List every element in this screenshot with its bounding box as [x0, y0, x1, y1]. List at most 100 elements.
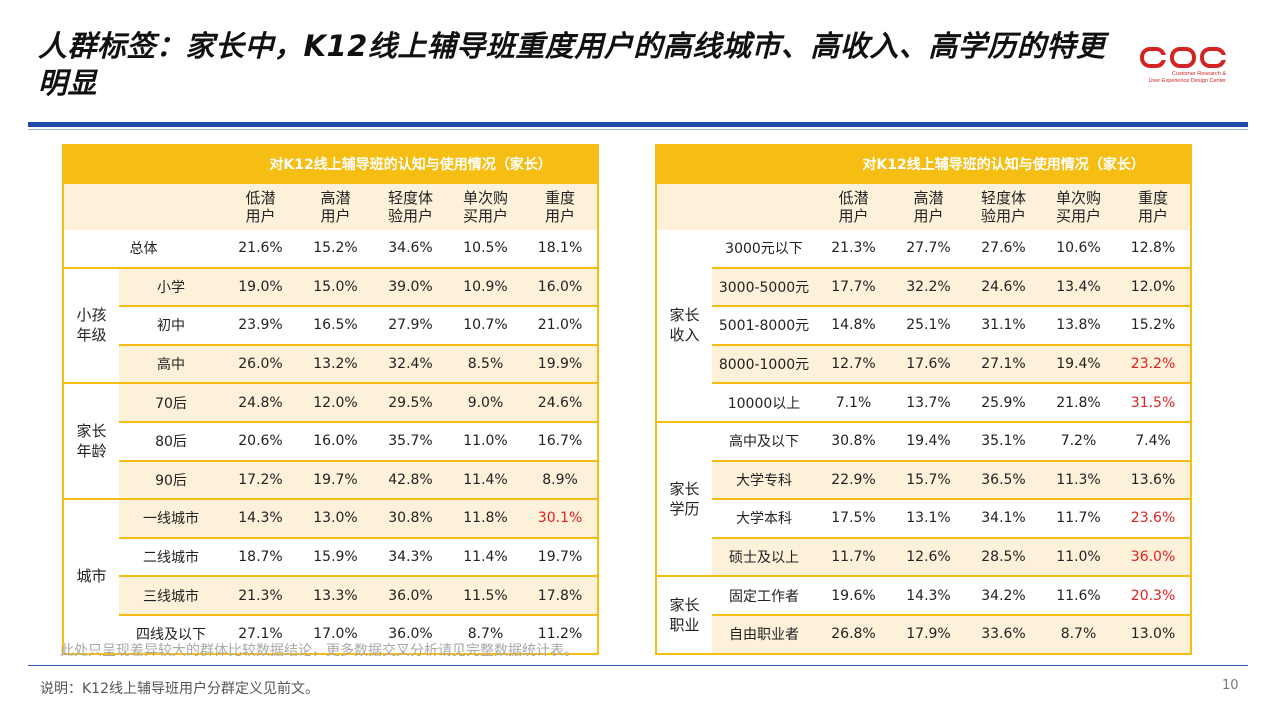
group-label: 家长 学历 — [655, 420, 712, 578]
data-cell: 25.9% — [966, 383, 1041, 423]
row-label: 3000元以下 — [712, 230, 816, 269]
footer-divider — [28, 665, 1248, 666]
group-label-line: 小孩 — [76, 306, 107, 325]
column-header-line: 用户 — [838, 207, 869, 225]
data-cell: 34.2% — [966, 575, 1041, 616]
data-cell: 11.4% — [448, 537, 523, 578]
column-header-line: 单次购 — [462, 189, 508, 207]
data-cell: 30.1% — [523, 498, 600, 539]
group-label-line: 年级 — [76, 326, 107, 345]
column-header: 单次购 买用户 — [448, 183, 523, 230]
column-header-line: 验用户 — [387, 207, 433, 225]
data-cell: 7.4% — [1116, 420, 1193, 462]
row-label: 10000以上 — [712, 383, 816, 423]
column-header: 重度 用户 — [1116, 183, 1193, 230]
table-row: 大学本科 17.5% 13.1% 34.1% 11.7% 23.6% — [656, 499, 1193, 539]
data-cell: 13.0% — [298, 498, 373, 539]
data-cell: 27.1% — [223, 614, 298, 655]
data-cell: 25.1% — [891, 306, 966, 346]
group-label: 家长 年龄 — [62, 382, 119, 501]
row-label: 固定工作者 — [712, 575, 816, 616]
data-cell: 35.7% — [373, 421, 448, 462]
data-cell: 17.6% — [891, 344, 966, 385]
logo-subtitle: Customer Research & User Experience Desi… — [1140, 71, 1240, 84]
column-header-line: 轻度体 — [980, 189, 1026, 207]
table-row: 家长 学历 高中及以下 30.8% 19.4% 35.1% 7.2% 7.4% — [655, 420, 1193, 578]
data-cell: 34.6% — [373, 230, 448, 269]
data-cell: 21.0% — [523, 306, 600, 346]
data-cell: 20.6% — [223, 421, 298, 462]
data-cell: 12.7% — [816, 344, 891, 385]
page-title: 人群标签：家长中，K12线上辅导班重度用户的高线城市、高收入、高学历的特更明显 — [38, 29, 1106, 100]
column-header-blank — [655, 183, 816, 230]
cdc-logo: Customer Research & User Experience Desi… — [1140, 46, 1240, 84]
table-row: 10000以上 7.1% 13.7% 25.9% 21.8% 31.5% — [656, 383, 1193, 423]
data-cell: 27.6% — [966, 230, 1041, 269]
data-cell: 17.9% — [891, 614, 966, 655]
row-label: 大学本科 — [712, 499, 816, 539]
data-cell: 18.1% — [523, 230, 600, 269]
data-cell: 11.8% — [448, 498, 523, 539]
data-cell: 13.4% — [1041, 267, 1116, 308]
column-header-line: 用户 — [913, 207, 944, 225]
table-row: 家长 收入 3000元以下 21.3% 27.7% 27.6% 10.6% 12.8% — [655, 230, 1193, 423]
row-label: 5001-8000元 — [712, 306, 816, 346]
data-cell: 11.7% — [1041, 499, 1116, 539]
data-cell: 11.4% — [448, 460, 523, 501]
column-header-line: 用户 — [545, 207, 576, 225]
row-label: 总体 — [62, 230, 223, 269]
data-cell: 15.2% — [1116, 306, 1193, 346]
table-row: 3000-5000元 17.7% 32.2% 24.6% 13.4% 12.0% — [656, 267, 1193, 308]
data-cell: 17.2% — [223, 460, 298, 501]
column-header-line: 用户 — [245, 207, 276, 225]
data-cell: 11.7% — [816, 537, 891, 578]
table-title: 对K12线上辅导班的认知与使用情况（家长） — [269, 157, 552, 173]
data-cell: 30.8% — [816, 420, 891, 462]
data-cell: 32.4% — [373, 344, 448, 385]
table-row: 四线及以下 27.1% 17.0% 36.0% 8.7% 11.2% — [63, 614, 600, 655]
row-label: 70后 — [119, 382, 223, 423]
group-label-line: 城市 — [76, 567, 107, 586]
row-label: 3000-5000元 — [712, 267, 816, 308]
table-row: 大学专科 22.9% 15.7% 36.5% 11.3% 13.6% — [656, 460, 1193, 501]
data-cell: 32.2% — [891, 267, 966, 308]
data-cell: 13.6% — [1116, 460, 1193, 501]
data-cell: 19.6% — [816, 575, 891, 616]
group-label-line: 年龄 — [76, 442, 107, 461]
data-cell: 16.5% — [298, 306, 373, 346]
group-label-line: 职业 — [669, 615, 700, 634]
data-cell: 11.5% — [448, 576, 523, 616]
data-cell: 10.5% — [448, 230, 523, 269]
row-label: 8000-1000元 — [712, 344, 816, 385]
table-row: 90后 17.2% 19.7% 42.8% 11.4% 8.9% — [63, 460, 600, 501]
data-cell: 16.0% — [523, 266, 600, 308]
row-label: 一线城市 — [119, 498, 223, 539]
data-cell: 20.3% — [1116, 575, 1193, 616]
data-cell: 24.8% — [223, 382, 298, 423]
table-row: 家长 职业 固定工作者 19.6% 14.3% 34.2% 11.6% 20.3% — [655, 575, 1193, 655]
data-cell: 17.8% — [523, 576, 600, 616]
row-label: 初中 — [119, 306, 223, 346]
data-cell: 24.6% — [966, 267, 1041, 308]
data-cell: 15.9% — [298, 537, 373, 578]
data-cell: 13.1% — [891, 499, 966, 539]
data-cell: 35.1% — [966, 420, 1041, 462]
data-cell: 10.7% — [448, 306, 523, 346]
data-cell: 39.0% — [373, 266, 448, 308]
column-header: 轻度体 验用户 — [966, 183, 1041, 230]
data-cell: 21.8% — [1041, 383, 1116, 423]
data-cell: 11.0% — [448, 421, 523, 462]
column-header-row: 低潜 用户 高潜 用户 轻度体 验用户 单次购 买用户 重度 用户 — [655, 183, 1193, 230]
column-header: 重度 用户 — [523, 183, 600, 230]
data-cell: 29.5% — [373, 382, 448, 423]
data-cell: 34.1% — [966, 499, 1041, 539]
title-divider-thin — [28, 129, 1248, 130]
column-header: 单次购 买用户 — [1041, 183, 1116, 230]
data-cell: 27.7% — [891, 230, 966, 269]
table-row: 高中 26.0% 13.2% 32.4% 8.5% 19.9% — [63, 344, 600, 385]
table-title-row: 对K12线上辅导班的认知与使用情况（家长） — [654, 144, 1193, 184]
column-header: 高潜 用户 — [298, 183, 373, 230]
data-cell: 27.1% — [966, 344, 1041, 385]
column-header-line: 重度 — [545, 189, 576, 207]
row-label: 90后 — [119, 460, 223, 501]
